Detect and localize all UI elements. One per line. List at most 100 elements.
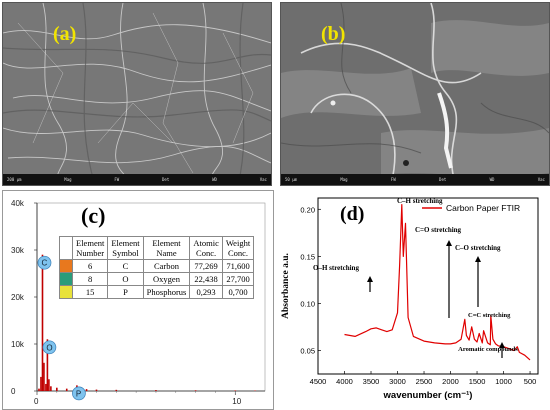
- header-element-symbol: Element Symbol: [107, 236, 144, 260]
- eds-bar: [194, 390, 197, 391]
- plot-frame: [317, 197, 539, 375]
- arrow-head: [446, 240, 452, 246]
- cell-number: 6: [71, 259, 109, 273]
- panel-label-b: (b): [321, 23, 346, 45]
- x-tick-label: 10: [232, 397, 241, 406]
- header-element-name: Element Name: [142, 236, 191, 260]
- eds-panel: 0 10k 20k 30k 40k 0 10 C O P (c) Element Number El…: [2, 190, 274, 410]
- eds-bar: [43, 362, 45, 391]
- y-tick-label: 40k: [11, 199, 25, 208]
- panel-label-a: (a): [53, 23, 77, 45]
- ftir-series-line: [344, 204, 531, 361]
- eds-bar: [115, 389, 118, 391]
- swatch-header: [59, 236, 73, 260]
- color-swatch: [59, 259, 73, 273]
- x-tick-label: 1500: [469, 377, 486, 386]
- x-tick-label: 4500: [310, 377, 327, 386]
- y-tick-label: 20k: [11, 293, 25, 302]
- eds-bar: [46, 339, 49, 391]
- info-det: Det: [162, 177, 170, 182]
- element-table: Element Number Element Symbol Element Name …: [59, 236, 255, 299]
- y-tick-label: 0.20: [300, 205, 315, 214]
- x-tick-label: 3000: [389, 377, 406, 386]
- x-tick-label: 3500: [363, 377, 380, 386]
- sem-image-b: (b) 50 µm Mag FW Det WD Vac: [280, 2, 550, 186]
- cell-atomic: 22,438: [189, 272, 223, 286]
- x-tick-label: 500: [524, 377, 537, 386]
- eds-bar: [155, 390, 157, 391]
- header-weight-conc: Weight Conc.: [221, 236, 255, 260]
- peak-marker: [72, 386, 86, 401]
- bright-fiber: [437, 92, 453, 169]
- x-axis-label: wavenumber (cm⁻¹): [383, 390, 473, 401]
- eds-bar: [45, 383, 47, 391]
- eds-bar: [95, 389, 98, 391]
- info-mag: Mag: [64, 177, 72, 182]
- cell-atomic: 77,269: [189, 259, 223, 273]
- info-fw: FW: [390, 177, 396, 182]
- header-atomic-conc: Atomic Conc.: [189, 236, 223, 260]
- eds-bar: [41, 254, 44, 391]
- info-fw: FW: [114, 177, 120, 182]
- cell-atomic: 0,293: [189, 285, 223, 299]
- info-vac: Vac: [537, 177, 545, 182]
- eds-bar: [56, 387, 58, 391]
- peak-label: P: [76, 389, 81, 398]
- cell-number: 8: [71, 272, 109, 286]
- cell-weight: 71,600: [221, 259, 255, 273]
- arrow-head: [475, 256, 481, 262]
- peak-marker: [42, 340, 57, 355]
- table-row: 8 O Oxygen 22,438 27,700: [59, 272, 255, 286]
- eds-bar: [234, 390, 237, 391]
- annotation-label: C=O stretching: [415, 226, 462, 234]
- cell-name: Carbon: [142, 259, 191, 273]
- y-tick-label: 30k: [11, 246, 25, 255]
- eds-bar: [85, 389, 88, 391]
- color-swatch: [59, 285, 73, 299]
- arrow-head: [367, 276, 373, 282]
- info-det: Det: [439, 177, 447, 182]
- peak-marker: [37, 255, 52, 270]
- x-tick-label: 4000: [336, 377, 353, 386]
- y-tick-label: 10k: [11, 340, 25, 349]
- eds-bar: [38, 388, 40, 391]
- legend-label: Carbon Paper FTIR: [446, 203, 520, 213]
- panel-label-c: (c): [81, 203, 106, 228]
- peak-label: O: [46, 343, 52, 352]
- annotation-label: O–H stretching: [313, 264, 359, 272]
- table-row: 6 C Carbon 77,269 71,600: [59, 259, 255, 273]
- arrow-head: [499, 342, 505, 348]
- y-tick-label: 0.05: [300, 346, 315, 355]
- cell-name: Phosphorus: [142, 285, 191, 299]
- eds-bar: [50, 386, 52, 391]
- info-vac: Vac: [259, 177, 267, 182]
- info-wd: WD: [489, 177, 495, 182]
- cell-symbol: P: [107, 285, 144, 299]
- info-wd: WD: [212, 177, 217, 182]
- sem-image-a: (a) 200 µm Mag FW Det WD Vac: [2, 2, 272, 186]
- ftir-chart: 4500 4000 3500 3000 2500 2000 1500 1000 500 0.05 0…: [281, 197, 539, 401]
- panel-label-d: (d): [340, 203, 364, 225]
- scale-bar-label: 50 µm: [285, 177, 298, 182]
- sem-info-bar-b: 50 µm Mag FW Det WD Vac: [281, 174, 549, 185]
- cell-weight: 0,700: [221, 285, 255, 299]
- x-tick-label: 2500: [416, 377, 433, 386]
- sem-texture-a: [3, 3, 271, 185]
- cell-symbol: C: [107, 259, 144, 273]
- annotation-label: C–O stretching: [455, 244, 501, 252]
- peak-label: C: [41, 259, 47, 268]
- annotation-label: C–H stretching: [397, 197, 443, 205]
- color-swatch: [59, 272, 73, 286]
- eds-bar: [40, 376, 42, 391]
- cell-number: 15: [71, 285, 109, 299]
- table-header-row: Element Number Element Symbol Element Name …: [59, 236, 255, 260]
- y-tick-label: 0.15: [300, 252, 315, 261]
- x-tick-label: 2000: [442, 377, 459, 386]
- cell-name: Oxygen: [142, 272, 191, 286]
- table-row: 15 P Phosphorus 0,293 0,700: [59, 285, 255, 299]
- ftir-panel: 4500 4000 3500 3000 2500 2000 1500 1000 500 0.05 0…: [280, 190, 548, 408]
- annotation-label: C=C stretching: [468, 312, 511, 319]
- y-tick-label: 0.10: [300, 299, 315, 308]
- info-mag: Mag: [340, 177, 348, 182]
